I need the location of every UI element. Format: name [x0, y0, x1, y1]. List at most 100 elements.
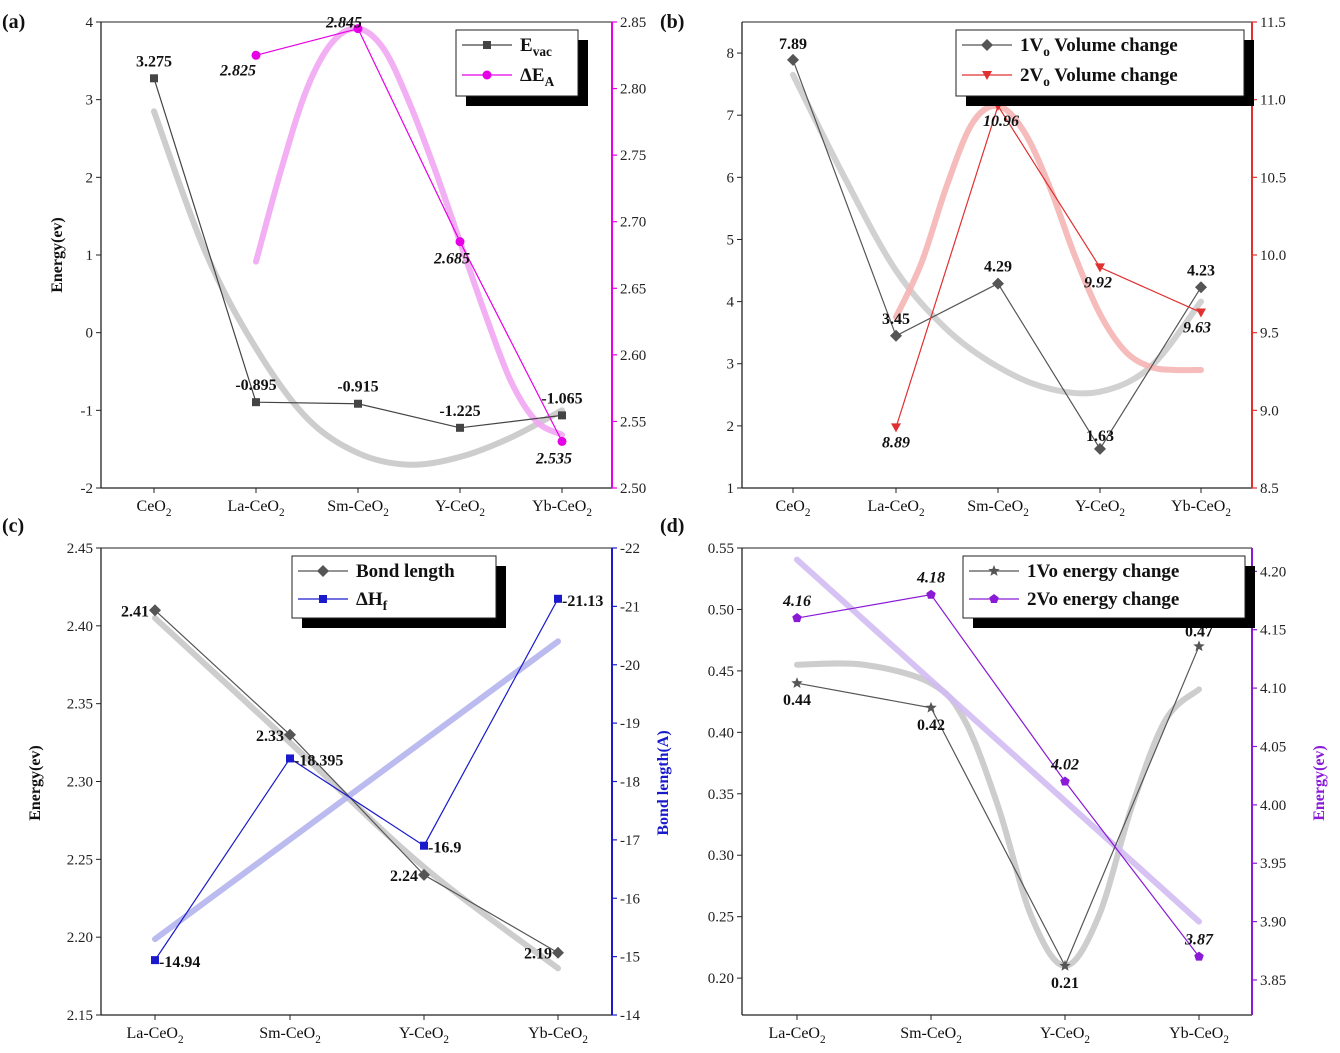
data-label: -1.225: [439, 403, 480, 420]
data-label: -14.94: [159, 954, 200, 971]
right-tick-label: -22: [620, 541, 640, 557]
left-tick-label: 0.35: [708, 787, 734, 803]
data-label: 4.16: [782, 593, 811, 610]
left-tick-label: 0.55: [708, 541, 734, 557]
data-label: -0.895: [235, 377, 276, 394]
data-label: -21.13: [562, 593, 603, 610]
legend-marker: [483, 41, 491, 49]
left-tick-label: 2.20: [67, 930, 93, 946]
legend: [455, 29, 579, 97]
legend-marker: [989, 594, 999, 604]
data-label: 3.275: [136, 53, 172, 70]
left-tick-label: 4: [727, 295, 735, 311]
left-tick-label: 2.35: [67, 697, 93, 713]
left-tick-label: 1: [86, 248, 94, 264]
data-label: 4.29: [984, 259, 1012, 276]
data-point: [251, 50, 261, 60]
data-point: [891, 423, 901, 433]
left-tick-label: 2.25: [67, 852, 93, 868]
left-tick-label: 2.30: [67, 775, 93, 791]
right-tick-label: 2.75: [620, 148, 646, 164]
legend: [291, 555, 497, 619]
left-tick-label: 0.40: [708, 725, 734, 741]
trend-curve: [152, 615, 561, 972]
data-point: [792, 613, 802, 623]
trend-curve: [151, 108, 565, 468]
left-tick-label: 1: [727, 481, 735, 497]
panel-label: (b): [660, 11, 684, 33]
data-label: -16.9: [428, 840, 461, 857]
data-point: [787, 53, 799, 66]
data-label: 3.45: [882, 311, 910, 328]
data-point: [150, 74, 158, 83]
data-point: [354, 399, 362, 408]
data-label: 2.19: [524, 946, 552, 963]
data-point: [558, 411, 566, 420]
right-tick-label: -16: [620, 891, 640, 907]
left-tick-label: 0: [86, 326, 94, 342]
data-label: 3.87: [1184, 932, 1214, 949]
data-label: 2.825: [219, 62, 256, 79]
series-line: [154, 609, 559, 954]
left-tick-label: -2: [81, 481, 94, 497]
panel-label: (d): [660, 515, 684, 537]
data-point: [890, 329, 902, 342]
data-label: 9.92: [1084, 274, 1112, 291]
right-tick-label: 2.85: [620, 15, 646, 31]
left-tick-label: 2: [727, 419, 735, 435]
right-tick-label: -17: [620, 833, 640, 849]
right-tick-label: 4.10: [1260, 681, 1286, 697]
data-label: 1.63: [1086, 428, 1114, 445]
right-tick-label: 2.80: [620, 82, 646, 98]
right-tick-label: 8.5: [1260, 481, 1279, 497]
trend-curve: [794, 556, 1202, 925]
data-point: [284, 728, 296, 741]
right-tick-label: -15: [620, 950, 640, 966]
data-point: [1094, 442, 1106, 455]
data-point: [286, 754, 294, 763]
data-label: 0.21: [1051, 975, 1079, 992]
legend-label: ΔEA: [520, 65, 555, 89]
series-line: [154, 598, 559, 961]
data-label: 4.02: [1050, 757, 1079, 774]
chart-panel: (c) 2.15 2.20 2.25 2.30 2.35 2.40 2.45 -14 -15 -16…: [2, 515, 672, 1046]
legend: [962, 555, 1246, 619]
data-label: 2.24: [390, 868, 418, 885]
data-label: -18.395: [294, 752, 343, 769]
right-tick-label: 2.55: [620, 414, 646, 430]
data-label: 4.18: [916, 570, 945, 587]
right-tick-label: 10.0: [1260, 248, 1286, 264]
right-tick-label: 3.85: [1260, 973, 1286, 989]
y-right-axis-title: Energy(ev): [1311, 745, 1328, 821]
data-point: [149, 604, 161, 617]
data-label: 10.96: [983, 113, 1019, 130]
left-tick-label: 6: [727, 170, 735, 186]
trend-curve: [253, 25, 565, 438]
data-label: 2.535: [535, 450, 572, 467]
data-point: [420, 841, 428, 850]
right-tick-label: 9.0: [1260, 403, 1279, 419]
legend-marker: [982, 71, 992, 80]
x-tick-label: Y-CeO2: [1040, 1025, 1090, 1046]
right-tick-label: 4.05: [1260, 739, 1286, 755]
right-tick-label: 2.70: [620, 215, 646, 231]
data-label: 9.63: [1183, 319, 1211, 336]
right-tick-label: 4.00: [1260, 798, 1286, 814]
x-tick-label: Yb-CeO2: [528, 1025, 588, 1046]
data-label: 0.42: [917, 717, 945, 734]
right-tick-label: -19: [620, 716, 640, 732]
x-tick-label: Y-CeO2: [435, 498, 485, 519]
x-tick-label: La-CeO2: [867, 498, 924, 519]
right-tick-label: 3.90: [1260, 915, 1286, 931]
data-point: [552, 946, 564, 959]
x-tick-label: La-CeO2: [126, 1025, 183, 1046]
x-tick-label: CeO2: [776, 498, 811, 519]
right-tick-label: -21: [620, 599, 640, 615]
data-label: -0.915: [337, 379, 378, 396]
legend-marker: [988, 565, 1000, 576]
left-tick-label: 0.50: [708, 602, 734, 618]
data-point: [252, 398, 260, 407]
right-tick-label: 2.60: [620, 348, 646, 364]
